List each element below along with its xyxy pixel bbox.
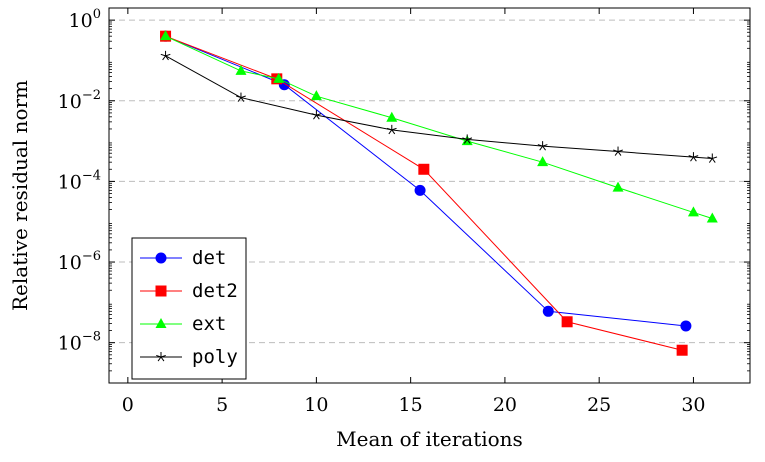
series-ext [160, 30, 718, 222]
series-line-poly [166, 56, 713, 159]
y-tick-label: 100 [69, 7, 101, 32]
data-point-det2 [562, 316, 573, 327]
y-tick-label: 10−2 [58, 88, 101, 113]
x-axis-label: Mean of iterations [336, 427, 523, 451]
x-tick-label: 25 [587, 394, 611, 416]
data-point-poly [161, 51, 171, 60]
data-point-det [543, 306, 554, 317]
x-tick-label: 0 [122, 394, 134, 416]
y-axis-label: Relative residual norm [8, 80, 32, 311]
legend: det det2 ext poly [132, 238, 246, 379]
x-tick-label: 15 [399, 394, 423, 416]
y-tick-label: 10−8 [58, 330, 101, 355]
data-point-poly [236, 93, 246, 102]
series-poly [161, 51, 717, 163]
data-point-det [680, 320, 691, 331]
x-tick-label: 10 [304, 394, 328, 416]
x-tick-label: 30 [681, 394, 705, 416]
y-tick-label: 10−4 [58, 168, 101, 193]
legend-label: det [192, 247, 226, 269]
x-tick-label: 5 [216, 394, 228, 416]
legend-label: det2 [192, 280, 238, 302]
legend-marker-det2 [156, 286, 167, 297]
legend-label: ext [192, 313, 226, 335]
legend-marker-det [156, 253, 167, 264]
y-tick-label: 10−6 [58, 249, 101, 274]
data-point-det [415, 185, 426, 196]
series-line-ext [166, 36, 713, 218]
data-point-det2 [677, 345, 688, 356]
data-point-det2 [418, 164, 429, 175]
data-point-ext [311, 90, 322, 100]
legend-label: poly [192, 346, 238, 368]
x-tick-label: 20 [493, 394, 517, 416]
